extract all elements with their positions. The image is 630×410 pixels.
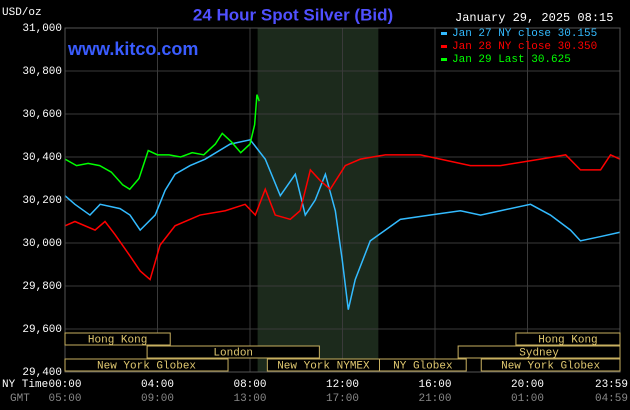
session-label: Hong Kong — [88, 334, 147, 346]
y-tick-label: 30,600 — [22, 109, 62, 121]
y-tick-label: 30,800 — [22, 66, 62, 78]
session-box — [515, 332, 621, 346]
session-box — [379, 358, 467, 372]
session-label: New York NYMEX — [277, 360, 370, 372]
plot-area — [64, 27, 621, 373]
timestamp: January 29, 2025 08:15 — [455, 11, 613, 25]
x-tick-label: 08:00 — [233, 379, 266, 391]
gmt-tick-label: 04:59 — [595, 393, 628, 405]
y-tick-label: 29,600 — [22, 324, 62, 336]
legend-swatch — [441, 32, 447, 35]
legend-swatch — [441, 45, 447, 48]
watermark: www.kitco.com — [67, 39, 198, 59]
price-line — [64, 138, 621, 310]
x-tick-label: 16:00 — [418, 379, 451, 391]
x-row-label: GMT — [10, 393, 30, 405]
session-label: Sydney — [519, 347, 559, 359]
gmt-tick-label: 13:00 — [233, 393, 266, 405]
session-label: New York Globex — [501, 360, 600, 372]
gmt-tick-label: 05:00 — [48, 393, 81, 405]
legend-entry: Jan 27 NY close 30.155 — [452, 28, 597, 40]
session-label: London — [213, 347, 253, 359]
y-tick-label: 29,400 — [22, 367, 62, 379]
session-box — [480, 358, 621, 372]
gmt-tick-label: 17:00 — [326, 393, 359, 405]
session-label: New York Globex — [97, 360, 196, 372]
x-tick-label: 20:00 — [511, 379, 544, 391]
session-box — [64, 332, 171, 346]
session-box — [457, 345, 621, 359]
y-tick-label: 29,800 — [22, 281, 62, 293]
gmt-tick-label: 09:00 — [141, 393, 174, 405]
price-line — [64, 94, 260, 191]
x-tick-label: 23:59 — [595, 379, 628, 391]
y-tick-label: 30,400 — [22, 152, 62, 164]
session-box — [64, 358, 229, 372]
x-tick-label: 00:00 — [48, 379, 81, 391]
y-tick-label: 30,000 — [22, 238, 62, 250]
session-label: NY Globex — [393, 360, 453, 372]
session-box — [146, 345, 320, 359]
gmt-tick-label: 01:00 — [511, 393, 544, 405]
legend-entry: Jan 28 NY close 30.350 — [452, 41, 597, 53]
gmt-tick-label: 21:00 — [418, 393, 451, 405]
chart-title: 24 Hour Spot Silver (Bid) — [193, 5, 393, 24]
legend-swatch — [441, 58, 447, 61]
x-row-label: NY Time — [2, 379, 48, 391]
session-label: Hong Kong — [538, 334, 597, 346]
y-tick-label: 30,200 — [22, 195, 62, 207]
y-unit: USD/oz — [2, 7, 42, 19]
price-line — [64, 153, 621, 281]
plot-frame — [64, 27, 621, 373]
x-tick-label: 04:00 — [141, 379, 174, 391]
y-tick-label: 31,000 — [22, 23, 62, 35]
legend-entry: Jan 29 Last 30.625 — [452, 54, 571, 66]
x-tick-label: 12:00 — [326, 379, 359, 391]
